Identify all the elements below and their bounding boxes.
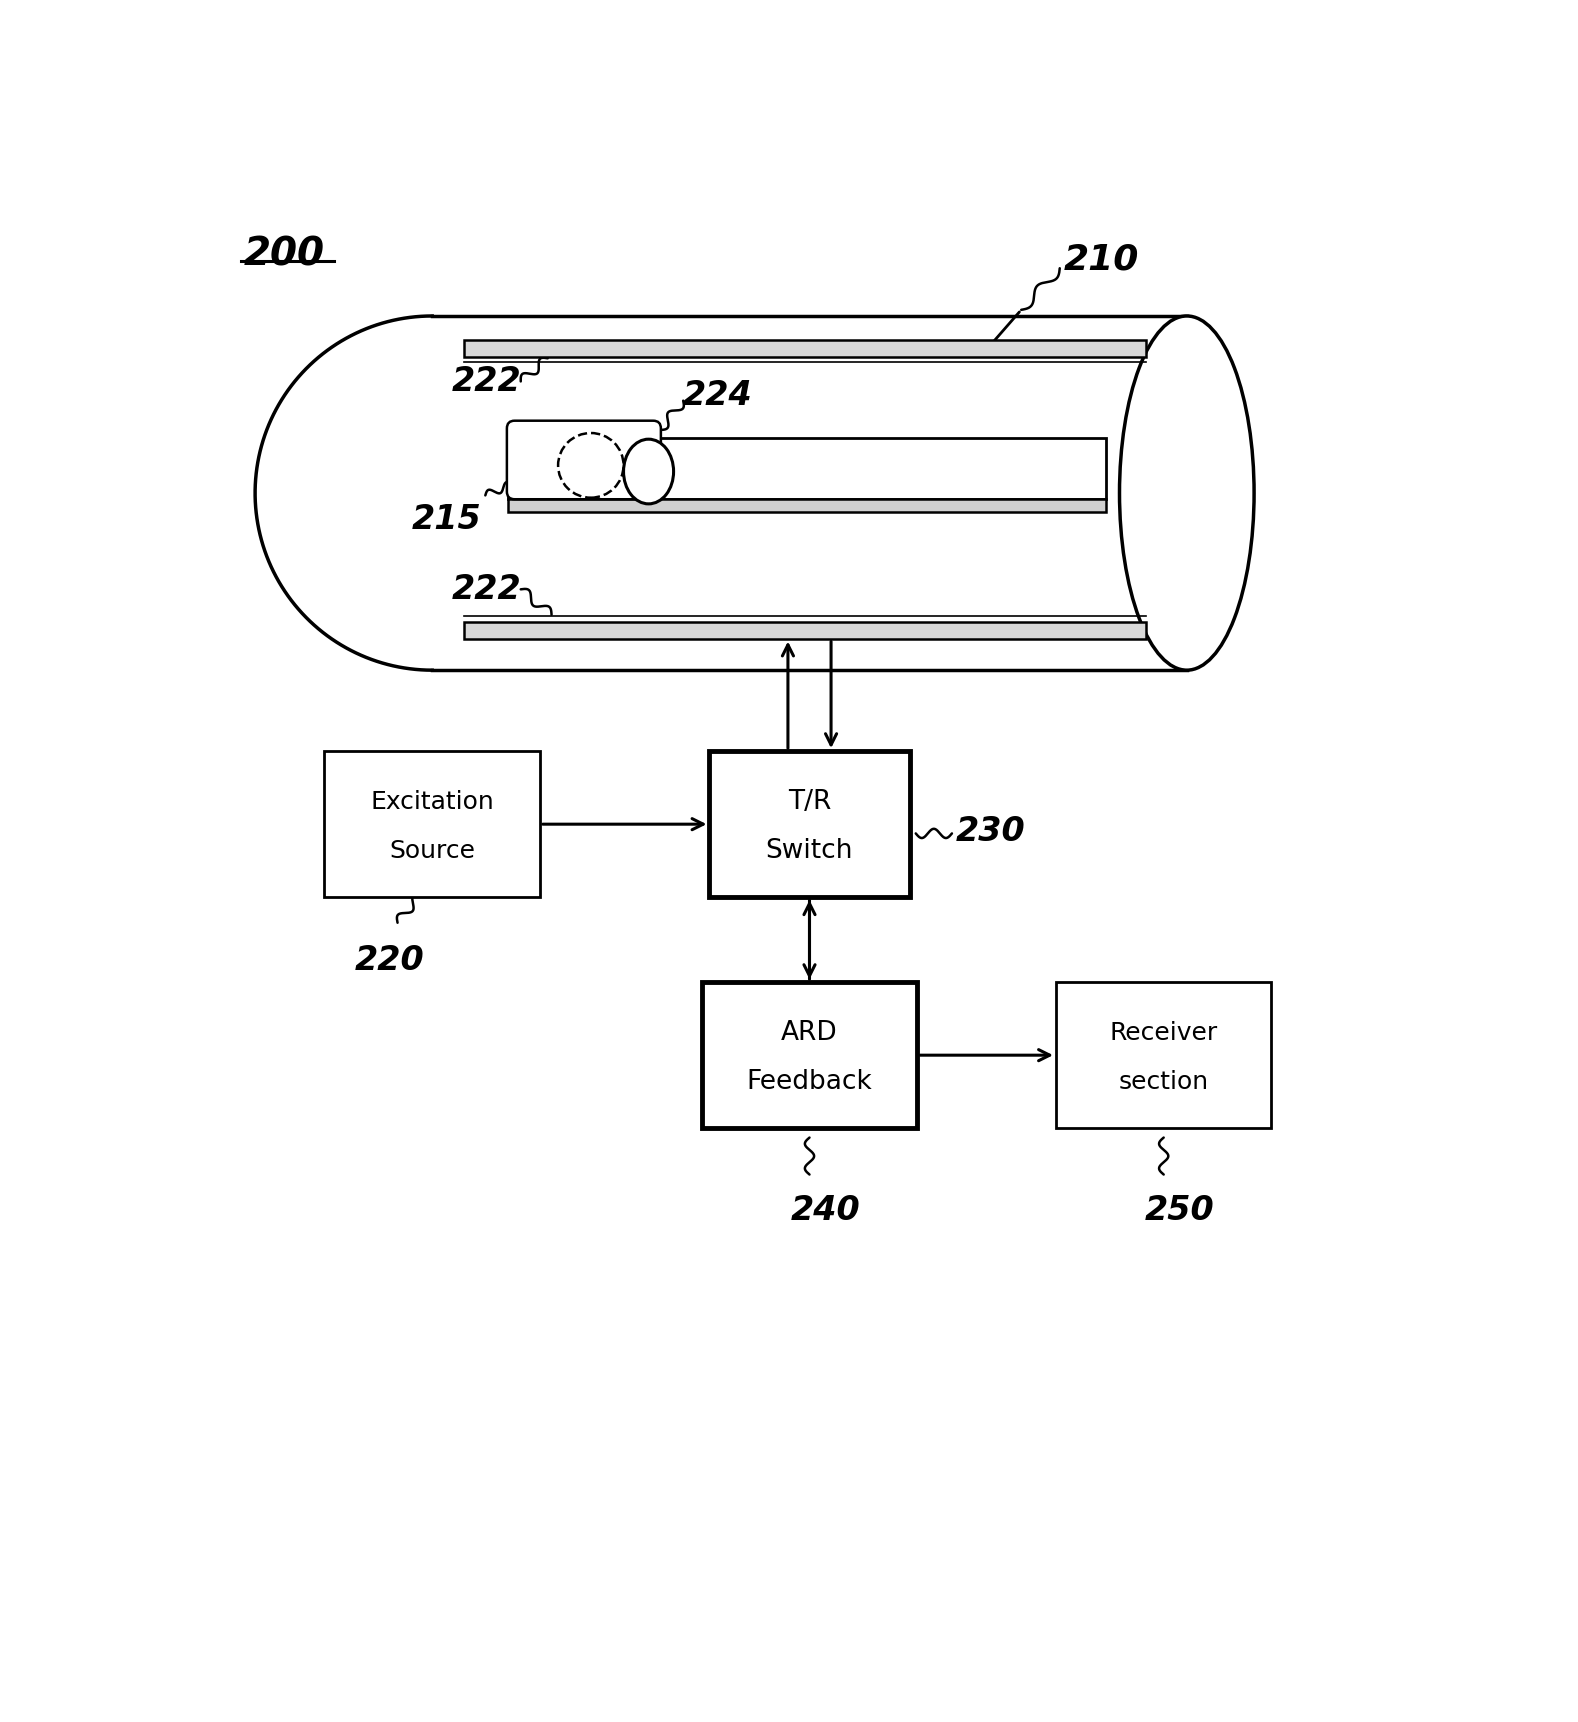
Text: 222: 222 <box>451 573 521 606</box>
Text: 220: 220 <box>355 944 424 976</box>
Bar <box>464 339 1146 356</box>
Bar <box>508 499 1106 511</box>
Text: 200: 200 <box>243 236 325 274</box>
Bar <box>464 622 1146 639</box>
FancyBboxPatch shape <box>507 420 661 499</box>
Text: Excitation: Excitation <box>371 790 494 815</box>
Bar <box>508 437 1106 499</box>
Bar <box>702 982 917 1128</box>
Text: Switch: Switch <box>765 837 854 863</box>
Bar <box>1056 982 1272 1128</box>
Text: 224: 224 <box>683 379 753 412</box>
Text: 240: 240 <box>791 1193 860 1226</box>
Text: Source: Source <box>390 839 475 863</box>
Bar <box>325 751 540 897</box>
Text: section: section <box>1119 1069 1209 1093</box>
Text: 250: 250 <box>1144 1193 1213 1226</box>
Ellipse shape <box>1119 315 1255 670</box>
Ellipse shape <box>623 439 674 505</box>
Text: Receiver: Receiver <box>1109 1021 1218 1045</box>
Text: T/R: T/R <box>787 789 832 815</box>
Bar <box>710 751 909 897</box>
Text: ARD: ARD <box>781 1019 838 1047</box>
Text: Feedback: Feedback <box>746 1069 873 1095</box>
Polygon shape <box>256 315 1187 670</box>
Text: 215: 215 <box>412 503 481 536</box>
Text: 210: 210 <box>1064 243 1139 277</box>
Text: 222: 222 <box>451 365 521 398</box>
Text: 230: 230 <box>956 816 1026 849</box>
